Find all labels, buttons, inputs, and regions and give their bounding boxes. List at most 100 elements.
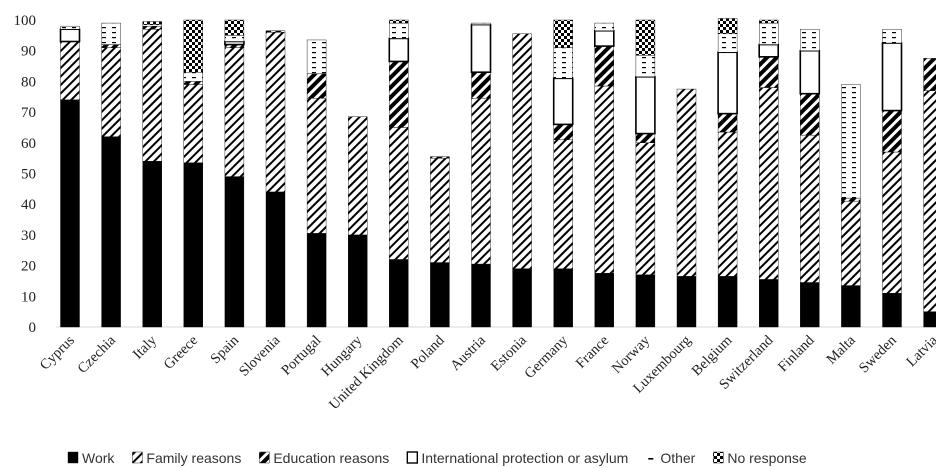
bar-segment-other: [800, 29, 820, 51]
bar-segment-family-reasons: [759, 87, 779, 280]
bar-segment-no-response: [635, 19, 656, 56]
bar-segment-other: [101, 22, 121, 45]
legend-item-international-protection-or-asylum: International protection or asylum: [406, 450, 628, 466]
bar-segment-family-reasons: [471, 98, 491, 265]
legend: Work Family reasons Education reasons Inter…: [67, 450, 807, 466]
bar-segment-work: [101, 136, 121, 328]
bar-segment-work: [389, 259, 409, 328]
bar-segment-work: [923, 311, 936, 328]
bar-segment-work: [717, 276, 738, 328]
bar-segment-other: [759, 22, 779, 45]
bar-segment-work: [265, 191, 286, 328]
bar-segment-international-protection-or-asylum: [59, 28, 81, 43]
y-tick-label: 30: [21, 228, 36, 244]
bar-segment-education-reasons: [306, 73, 327, 99]
y-tick-label: 10: [21, 289, 36, 305]
x-tick-label: Slovenia: [236, 332, 284, 380]
bar-stack-portugal: [306, 39, 327, 328]
bar-segment-other: [471, 22, 491, 25]
bar-segment-no-response: [553, 19, 573, 48]
bar-segment-family-reasons: [882, 151, 902, 294]
bar-segment-family-reasons: [635, 142, 656, 276]
bar-segment-family-reasons: [142, 29, 162, 162]
bar-stack-norway: [635, 19, 656, 328]
bar-segment-family-reasons: [183, 84, 204, 163]
bar-segment-family-reasons: [594, 85, 614, 274]
y-tick-label: 90: [21, 44, 36, 60]
bar-segment-other: [553, 47, 573, 79]
legend-swatch: [648, 458, 654, 460]
bar-stack-belgium: [717, 18, 738, 328]
legend-label: Education reasons: [273, 450, 389, 466]
bar-segment-education-reasons: [882, 110, 902, 153]
bar-segment-family-reasons: [923, 90, 936, 312]
bar-segment-family-reasons: [717, 131, 738, 277]
bar-segment-work: [306, 233, 327, 328]
y-tick-label: 100: [14, 13, 37, 29]
y-tick-label: 0: [29, 320, 37, 336]
bar-segment-work: [594, 273, 614, 328]
legend-swatch: [259, 451, 270, 464]
bar-segment-family-reasons: [101, 47, 121, 137]
bar-segment-international-protection-or-asylum: [717, 51, 738, 115]
bar-stack-slovenia: [265, 30, 286, 328]
legend-item-no-response: No response: [713, 450, 807, 466]
legend-swatch: [713, 451, 724, 464]
legend-label: Work: [82, 450, 115, 466]
x-tick-label: Greece: [161, 333, 201, 373]
x-tick-label: United Kingdom: [326, 332, 407, 413]
x-tick-label: Latvia: [903, 332, 936, 370]
bar-segment-family-reasons: [676, 88, 697, 277]
bar-segment-work: [183, 162, 204, 328]
bar-stack-hungary: [348, 116, 368, 328]
bar-segment-no-response: [717, 18, 738, 35]
bar-segment-other: [142, 24, 162, 27]
bar-segment-work: [553, 268, 573, 328]
bar-segment-family-reasons: [430, 157, 450, 263]
bar-segment-education-reasons: [594, 45, 614, 87]
legend-item-education-reasons: Education reasons: [259, 450, 389, 466]
legend-item-family-reasons: Family reasons: [132, 450, 241, 466]
bar-stack-spain: [224, 19, 245, 328]
legend-label: No response: [727, 450, 807, 466]
bar-segment-other: [60, 25, 80, 30]
x-tick-label: Italy: [130, 332, 161, 363]
x-tick-label: Cyprus: [37, 332, 78, 373]
bar-stack-finland: [799, 29, 821, 328]
x-tick-label: Finland: [775, 332, 818, 375]
bar-segment-other: [717, 33, 738, 53]
bar-stack-italy: [142, 21, 162, 328]
bar-stack-cyprus: [59, 25, 81, 328]
bar-segment-education-reasons: [759, 56, 779, 88]
bar-segment-family-reasons: [224, 47, 245, 177]
x-tick-label: Portugal: [278, 333, 324, 379]
bar-segment-other: [841, 84, 861, 199]
bar-segment-education-reasons: [635, 133, 656, 143]
bar-segment-family-reasons: [800, 134, 820, 283]
bars-layer: [59, 18, 936, 328]
bar-segment-family-reasons: [348, 116, 368, 236]
bar-segment-family-reasons: [306, 98, 327, 234]
bar-stack-austria: [470, 22, 492, 328]
bar-segment-education-reasons: [183, 81, 204, 85]
bar-segment-education-reasons: [101, 44, 121, 48]
bar-stack-estonia: [512, 33, 532, 328]
bar-segment-education-reasons: [923, 58, 936, 91]
legend-label: International protection or asylum: [421, 450, 628, 466]
y-tick-label: 40: [21, 197, 36, 213]
y-tick-label: 60: [21, 136, 36, 152]
bar-segment-international-protection-or-asylum: [593, 29, 615, 47]
bar-segment-education-reasons: [142, 25, 162, 30]
bar-segment-international-protection-or-asylum: [881, 42, 903, 112]
bar-segment-no-response: [142, 21, 162, 25]
bar-segment-other: [389, 22, 409, 39]
legend-swatch: [406, 451, 419, 464]
bar-stack-switzerland: [758, 19, 780, 328]
bar-segment-no-response: [224, 19, 245, 36]
bar-segment-education-reasons: [389, 61, 409, 128]
x-tick-label: Sweden: [856, 332, 900, 376]
bar-segment-work: [882, 293, 902, 328]
x-tick-label: France: [573, 333, 612, 372]
